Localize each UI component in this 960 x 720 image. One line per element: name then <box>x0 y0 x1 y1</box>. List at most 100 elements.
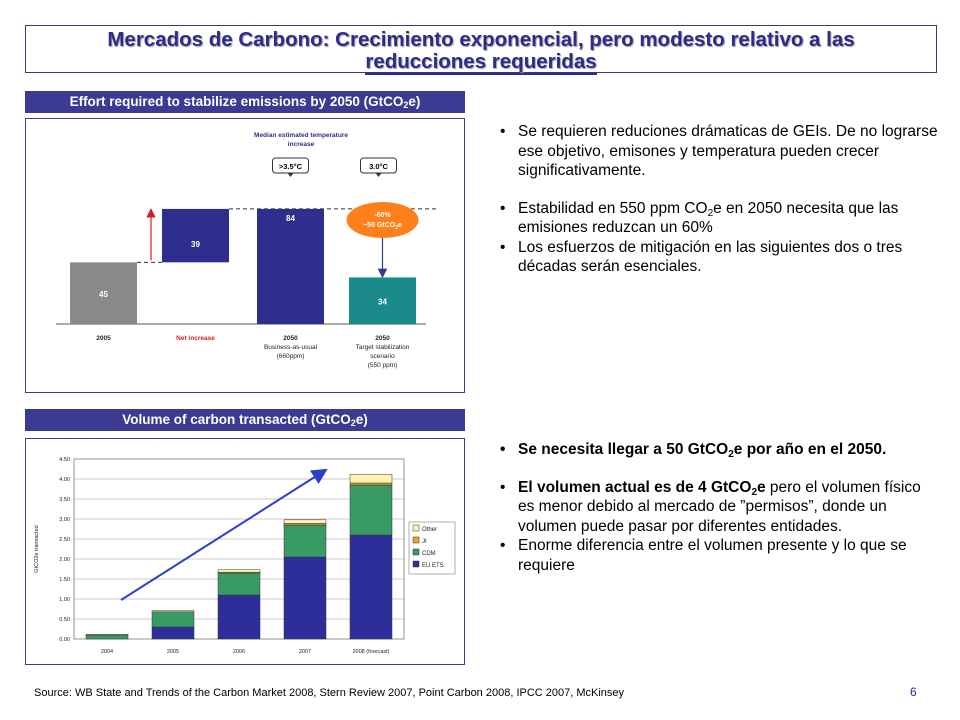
x-tick-label: 2006 <box>233 649 245 655</box>
temperature-pointer <box>287 173 294 177</box>
legend-label: EU ETS <box>422 563 444 569</box>
temperature-label: 3.0°C <box>369 162 388 171</box>
legend-label: JI <box>422 539 427 545</box>
category-label: Net increase <box>176 335 215 342</box>
bar-segment <box>349 484 393 536</box>
category-label: Business-as-usual <box>264 344 318 351</box>
waterfall-bar <box>70 262 137 324</box>
bar-segment <box>217 594 261 640</box>
bar-segment <box>349 473 393 484</box>
y-tick-label: 2.00 <box>59 557 70 563</box>
bullet-text-pre: Estabilidad en 550 ppm CO <box>518 199 708 217</box>
panel2-frame: 0.00 0.50 1.00 1.50 2.00 2.50 3.00 3.50 4.00 4.50… <box>25 438 465 665</box>
y-tick-label: 3.50 <box>59 497 70 503</box>
bullets-top: Se requieren reduciones drámaticas de GE… <box>498 122 948 277</box>
y-tick-label: 4.00 <box>59 477 70 483</box>
bar-segment <box>349 534 393 640</box>
bullet-text-post: e por año en el 2050. <box>733 441 887 458</box>
legend-label: Other <box>422 527 437 533</box>
page-title-line1: Mercados de Carbono: Crecimiento exponen… <box>107 28 855 51</box>
bar-segment <box>217 569 261 573</box>
category-label: Target stabilization <box>356 344 410 351</box>
bar-segment <box>151 626 195 640</box>
stacked-bar-chart: 0.00 0.50 1.00 1.50 2.00 2.50 3.00 3.50 4.00 4.50… <box>34 457 456 655</box>
panel1-header-end: e) <box>408 94 421 109</box>
reduction-label-main: ~50 GtCO <box>363 222 396 229</box>
bullet-text-pre: Se necesita llegar a 50 GtCO <box>518 441 729 458</box>
title-box: Mercados de Carbono: Crecimiento exponen… <box>25 25 937 75</box>
bar-segment <box>349 482 393 486</box>
bullet-text-post: e <box>757 478 766 496</box>
bullet-item: Se necesita llegar a 50 GtCO2e por año e… <box>498 440 928 460</box>
x-tick-label: 2005 <box>167 649 179 655</box>
bar-segment <box>151 610 195 613</box>
panel1-header-main: Effort required to stabilize emissions b… <box>69 94 404 109</box>
panel2-header-main: Volume of carbon transacted (GtCO <box>122 412 351 427</box>
bar-segment <box>283 556 327 640</box>
bar-value-label: 84 <box>286 214 295 223</box>
bullet-text-rest: pero el volumen físico es menor debido a… <box>518 478 921 535</box>
legend-swatch <box>412 524 420 532</box>
category-label: scenario <box>370 353 395 360</box>
bullet-item: Se requieren reduciones drámaticas de GE… <box>498 122 948 181</box>
x-tick-label: 2008 (forecast) <box>353 649 390 655</box>
bar-value-label: 39 <box>191 240 200 249</box>
temperature-label: >3.5°C <box>279 162 303 171</box>
x-tick-label: 2004 <box>101 649 113 655</box>
panel1-frame: 45 39 84 34 -60% ~50 GtCO2e Median estimated t… <box>25 118 465 393</box>
bar-value-label: 34 <box>378 298 387 307</box>
bullet-item: Los esfuerzos de mitigación en las sigui… <box>498 238 948 277</box>
bullet-item: Estabilidad en 550 ppm CO2e en 2050 nece… <box>498 199 948 238</box>
annotation-title: increase <box>288 141 315 148</box>
bullet-text: Enorme diferencia entre el volumen prese… <box>518 537 907 574</box>
y-tick-label: 1.50 <box>59 577 70 583</box>
bar-segment <box>85 634 129 640</box>
reduction-label-end: e <box>398 222 402 229</box>
panel1-header-sub: 2 <box>403 100 409 110</box>
panel1-header: Effort required to stabilize emissions b… <box>25 91 465 113</box>
category-label: 2005 <box>96 335 111 342</box>
trend-arrow <box>120 468 328 601</box>
y-tick-label: 0.50 <box>59 617 70 623</box>
bullet-text-sub: 2 <box>751 486 757 498</box>
bar-segment <box>85 633 129 636</box>
bullet-text: Se requieren reduciones drámaticas de GE… <box>518 123 938 179</box>
bullet-text-sub: 2 <box>728 449 734 460</box>
y-tick-label: 0.00 <box>59 637 70 643</box>
category-label: (660ppm) <box>277 353 305 360</box>
bar-segment <box>283 519 327 524</box>
bullets-bottom: Se necesita llegar a 50 GtCO2e por año e… <box>498 440 928 575</box>
page-title-line2-text: reducciones requeridas <box>365 50 597 75</box>
waterfall-bar <box>162 208 229 263</box>
category-label: 2050 <box>375 335 390 342</box>
waterfall-bar <box>349 277 416 324</box>
bullet-text-sub: 2 <box>707 207 714 219</box>
legend-swatch <box>412 548 420 556</box>
reduction-label: -60% <box>374 212 391 219</box>
legend-label: CDM <box>422 551 436 557</box>
bullet-item: Enorme diferencia entre el volumen prese… <box>498 536 928 575</box>
y-tick-label: 3.00 <box>59 517 70 523</box>
bar-segment <box>217 572 261 596</box>
reduction-ellipse <box>346 202 419 238</box>
x-tick-label: 2007 <box>299 649 311 655</box>
reduction-label: ~50 GtCO2e <box>363 222 402 231</box>
bullet-text: Los esfuerzos de mitigación en las sigui… <box>518 238 903 276</box>
temperature-pointer <box>375 173 382 177</box>
page-title-line2: reducciones requeridas <box>26 50 936 75</box>
legend-swatch <box>412 536 420 544</box>
legend-swatch <box>412 560 420 568</box>
y-axis-label: GtCO2e transacted <box>34 525 40 572</box>
panel2-header-end: e) <box>355 412 368 427</box>
reduction-label-sub: 2 <box>395 225 398 231</box>
panel2-header: Volume of carbon transacted (GtCO2e) <box>25 409 465 431</box>
y-tick-label: 2.50 <box>59 537 70 543</box>
panel2-header-sub: 2 <box>350 418 356 428</box>
source-note: Source: WB State and Trends of the Carbo… <box>34 687 625 699</box>
category-label: 2050 <box>283 335 298 342</box>
bar-value-label: 45 <box>99 290 108 299</box>
bullet-text-post: e en 2050 necesita que las emisiones red… <box>518 199 899 237</box>
y-tick-label: 4.50 <box>59 457 70 463</box>
category-label: (550 ppm) <box>368 362 398 369</box>
bar-segment <box>151 611 195 628</box>
